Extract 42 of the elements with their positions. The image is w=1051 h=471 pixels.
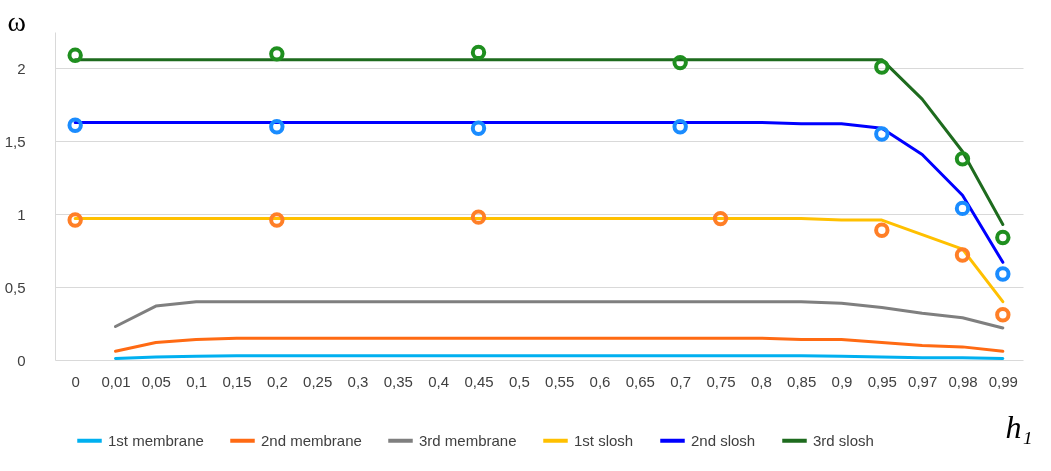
legend-label: 1st membrane <box>108 431 204 449</box>
line-series <box>114 336 1005 353</box>
legend-label: 1st slosh <box>574 431 634 449</box>
x-tick-label: 0,97 <box>908 372 938 390</box>
y-tick-label: 1,5 <box>4 132 26 150</box>
x-axis-title: h₁ <box>1005 408 1033 445</box>
x-tick-label: 0,3 <box>347 372 369 390</box>
legend-label: 2nd slosh <box>691 431 756 449</box>
x-tick-label: 0,9 <box>831 372 853 390</box>
y-tick-label: 0 <box>17 351 26 369</box>
line-series <box>73 58 1005 226</box>
x-tick-label: 0,2 <box>266 372 288 390</box>
x-tick-label: 0,4 <box>428 372 450 390</box>
x-tick-label: 0,65 <box>625 372 655 390</box>
x-tick-label: 0,98 <box>948 372 978 390</box>
x-tick-label: 0,95 <box>867 372 897 390</box>
x-tick-label: 0,5 <box>508 372 530 390</box>
x-tick-label: 0,35 <box>383 372 413 390</box>
line-series <box>73 217 1005 304</box>
x-tick-label: 0,01 <box>101 372 131 390</box>
x-tick-label: 0,8 <box>750 372 772 390</box>
x-tick-label: 0,05 <box>141 372 171 390</box>
x-tick-label: 0,55 <box>545 372 575 390</box>
y-tick-label: 0,5 <box>4 278 26 296</box>
x-tick-label: 0,99 <box>988 372 1018 390</box>
line-series <box>73 120 1005 264</box>
x-tick-label: 0,1 <box>186 372 208 390</box>
x-tick-label: 0 <box>71 372 80 390</box>
y-tick-label: 2 <box>17 59 26 77</box>
legend-label: 3rd membrane <box>419 431 517 449</box>
y-tick-label: 1 <box>17 205 26 223</box>
legend-label: 3rd slosh <box>813 431 874 449</box>
x-tick-label: 0,6 <box>589 372 611 390</box>
x-tick-label: 0,45 <box>464 372 494 390</box>
x-tick-label: 0,85 <box>787 372 817 390</box>
x-tick-label: 0,15 <box>222 372 252 390</box>
legend-label: 2nd membrane <box>261 431 362 449</box>
x-tick-label: 0,75 <box>706 372 736 390</box>
x-tick-label: 0,25 <box>303 372 333 390</box>
y-axis-title: ω <box>7 5 26 37</box>
x-tick-label: 0,7 <box>670 372 692 390</box>
line-series <box>114 300 1005 330</box>
